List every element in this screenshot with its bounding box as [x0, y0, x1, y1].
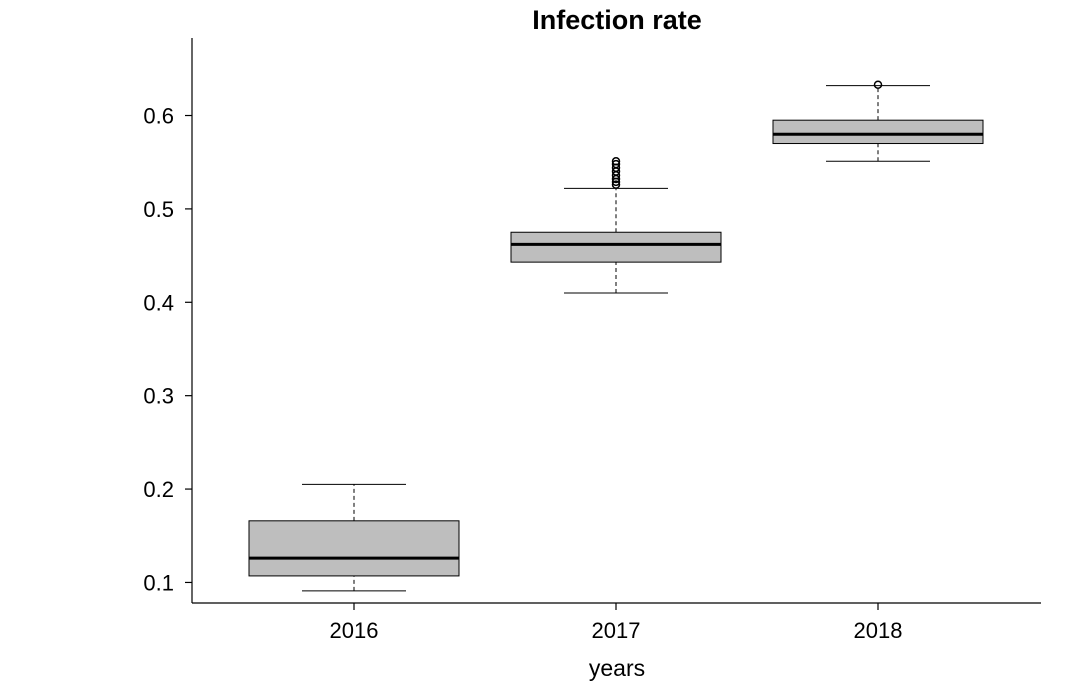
box-group-2017	[510, 157, 722, 294]
box-group-2018	[772, 80, 984, 162]
x-tick-label: 2016	[330, 618, 379, 643]
y-tick-label: 0.1	[143, 570, 174, 595]
axes: 0.1 0.2 0.3 0.4 0.5 0.6 2016 2017 2018	[143, 38, 1041, 643]
x-tick-label: 2018	[854, 618, 903, 643]
y-tick-label: 0.4	[143, 290, 174, 315]
x-axis-label: years	[589, 655, 645, 681]
y-tick-label: 0.6	[143, 104, 174, 129]
outlier-point	[611, 159, 621, 169]
box	[772, 119, 984, 145]
y-tick-label: 0.2	[143, 477, 174, 502]
box	[248, 520, 460, 577]
outlier-point	[611, 180, 621, 189]
box-group-2016	[248, 483, 460, 592]
x-tick-label: 2017	[592, 618, 641, 643]
y-tick-label: 0.3	[143, 384, 174, 409]
boxes	[248, 80, 984, 592]
outlier-point	[873, 80, 883, 89]
box	[510, 231, 722, 263]
outlier-point	[611, 157, 621, 166]
y-tick-label: 0.5	[143, 197, 174, 222]
chart-title: Infection rate	[532, 5, 702, 35]
